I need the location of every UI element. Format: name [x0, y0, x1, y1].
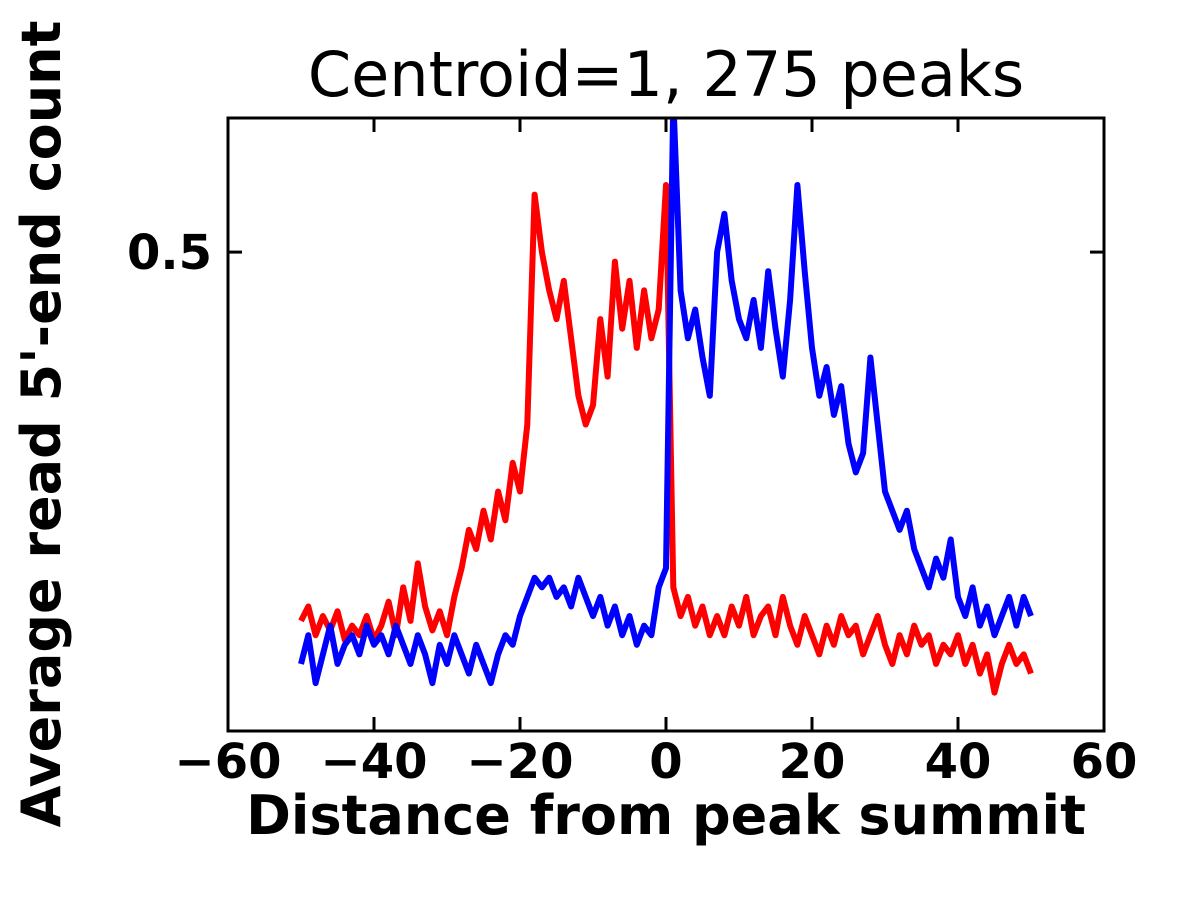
chart-title: Centroid=1, 275 peaks — [308, 38, 1024, 111]
x-axis-label: Distance from peak summit — [246, 784, 1086, 847]
x-tick-label: 0 — [649, 734, 682, 790]
blue-series-line — [298, 118, 1034, 687]
x-tick-label: 60 — [1071, 734, 1138, 790]
y-axis-label: Average read 5'-end count — [10, 21, 73, 828]
x-tick-label: 40 — [925, 734, 992, 790]
x-tick-label: −60 — [174, 734, 281, 790]
y-tick-label: 0.5 — [127, 225, 212, 281]
red-series-line — [298, 182, 1034, 696]
plot-area: −60 −40 −20 0 20 40 60 0.5 — [127, 116, 1138, 790]
x-tick-label: 20 — [779, 734, 846, 790]
x-tick-label: −20 — [466, 734, 573, 790]
x-tick-label: −40 — [320, 734, 427, 790]
